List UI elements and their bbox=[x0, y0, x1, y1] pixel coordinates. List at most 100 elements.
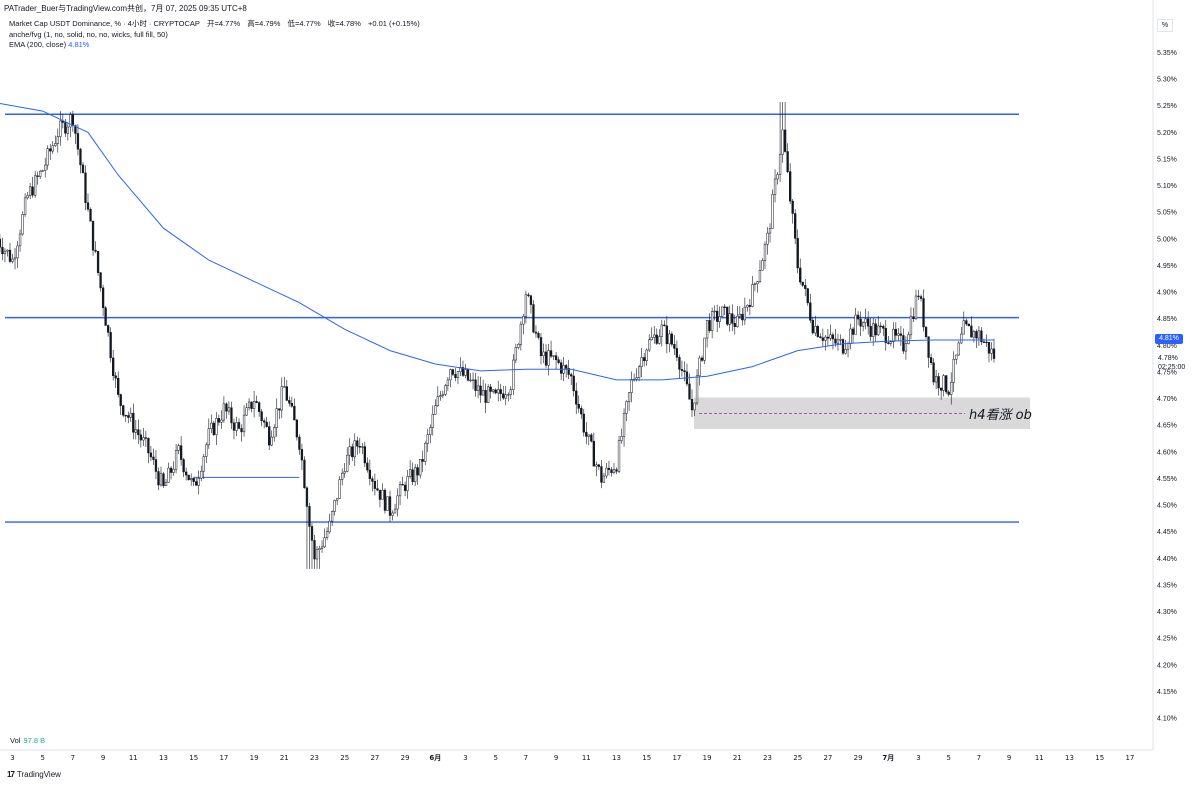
candle bbox=[987, 341, 991, 363]
candle bbox=[190, 473, 193, 486]
candle-body bbox=[16, 245, 19, 259]
candle-body bbox=[361, 446, 364, 448]
candle-body bbox=[585, 431, 588, 437]
candle-body bbox=[612, 469, 616, 473]
candle bbox=[268, 421, 271, 451]
candle-body bbox=[310, 526, 314, 541]
candle bbox=[54, 135, 57, 148]
candle bbox=[39, 169, 42, 179]
candle bbox=[117, 371, 120, 398]
ema-value: 4.81% bbox=[68, 40, 90, 49]
y-tick-label: 4.70% bbox=[1157, 396, 1177, 403]
candle bbox=[348, 438, 351, 466]
candle bbox=[675, 340, 679, 362]
candle bbox=[625, 400, 628, 421]
y-tick-label: 4.55% bbox=[1157, 476, 1177, 483]
candle-body bbox=[658, 336, 661, 344]
candle-body bbox=[960, 333, 963, 344]
candle bbox=[610, 466, 613, 477]
candle bbox=[343, 463, 346, 478]
percent-scale-button[interactable]: % bbox=[1157, 19, 1173, 32]
candle bbox=[200, 465, 203, 482]
candle-body bbox=[529, 295, 533, 305]
candle-body bbox=[439, 395, 442, 398]
candle bbox=[804, 278, 807, 297]
candle-body bbox=[710, 311, 714, 331]
candle bbox=[595, 461, 598, 477]
candle-body bbox=[736, 315, 739, 327]
candle bbox=[673, 334, 676, 355]
candle bbox=[378, 489, 382, 508]
y-tick-label: 5.15% bbox=[1157, 156, 1177, 163]
candle bbox=[733, 314, 736, 335]
y-tick-label: 4.50% bbox=[1157, 503, 1177, 510]
candle-body bbox=[119, 394, 122, 406]
fvg-indicator-label[interactable]: anche/fvg (1, no, solid, no, no, wicks, … bbox=[9, 29, 168, 39]
candle bbox=[449, 368, 452, 388]
candle bbox=[937, 372, 940, 396]
candle-body bbox=[91, 220, 95, 251]
candle bbox=[922, 289, 925, 332]
candle-body bbox=[341, 472, 344, 480]
candle bbox=[960, 327, 963, 345]
candle-body bbox=[980, 330, 983, 343]
x-tick-label: 9 bbox=[101, 754, 105, 762]
x-tick-label: 7 bbox=[977, 754, 981, 762]
candle bbox=[114, 372, 117, 389]
candle bbox=[285, 380, 288, 401]
candle bbox=[185, 467, 188, 481]
candle bbox=[142, 427, 145, 446]
candle-body bbox=[11, 258, 14, 262]
candle-body bbox=[929, 357, 933, 363]
candle-body bbox=[753, 283, 757, 285]
candle-body bbox=[159, 473, 163, 486]
candle-body bbox=[419, 459, 422, 476]
x-tick-label: 19 bbox=[250, 754, 259, 762]
candle-body bbox=[381, 489, 384, 500]
candle-body bbox=[726, 306, 729, 325]
candle-body bbox=[174, 450, 178, 470]
candle bbox=[680, 360, 684, 377]
candle bbox=[396, 488, 399, 517]
candle bbox=[622, 408, 626, 447]
candle bbox=[776, 171, 779, 185]
candle-body bbox=[627, 392, 631, 402]
candle-body bbox=[295, 419, 299, 438]
candle bbox=[799, 258, 802, 285]
candle bbox=[806, 287, 809, 306]
candle-body bbox=[509, 389, 512, 395]
tradingview-brand[interactable]: 17 TradingView bbox=[7, 770, 61, 779]
candle-body bbox=[877, 325, 880, 336]
ema-line[interactable] bbox=[0, 100, 994, 381]
candle-body bbox=[602, 475, 606, 483]
ema-indicator-row[interactable]: EMA (200, close) 4.81% bbox=[9, 40, 425, 51]
candle-body bbox=[298, 436, 301, 450]
candle-body bbox=[690, 399, 694, 411]
tradingview-logo-icon: 17 bbox=[7, 770, 15, 779]
candle-body bbox=[245, 407, 248, 416]
x-tick-label: 23 bbox=[310, 754, 319, 762]
candle-body bbox=[368, 469, 372, 480]
candle bbox=[179, 436, 183, 466]
candle-body bbox=[507, 394, 510, 396]
y-tick-label: 5.10% bbox=[1157, 183, 1177, 190]
x-tick-label: 15 bbox=[642, 754, 651, 762]
candle bbox=[383, 488, 387, 514]
candle bbox=[79, 147, 82, 174]
x-tick-label: 9 bbox=[1007, 754, 1011, 762]
candle bbox=[129, 407, 132, 422]
candle-body bbox=[333, 499, 336, 512]
candle-body bbox=[167, 467, 170, 483]
candle bbox=[783, 102, 787, 153]
candle-body bbox=[378, 489, 382, 500]
candle bbox=[74, 124, 77, 145]
candle bbox=[836, 333, 840, 351]
symbol-title[interactable]: Market Cap USDT Dominance, % · 4小时 · CRY… bbox=[9, 19, 200, 28]
candle-body bbox=[207, 428, 210, 446]
candle-body bbox=[28, 186, 32, 196]
candle-body bbox=[771, 194, 774, 229]
candle bbox=[436, 386, 439, 407]
candle-body bbox=[403, 484, 407, 491]
candle-body bbox=[280, 386, 283, 411]
